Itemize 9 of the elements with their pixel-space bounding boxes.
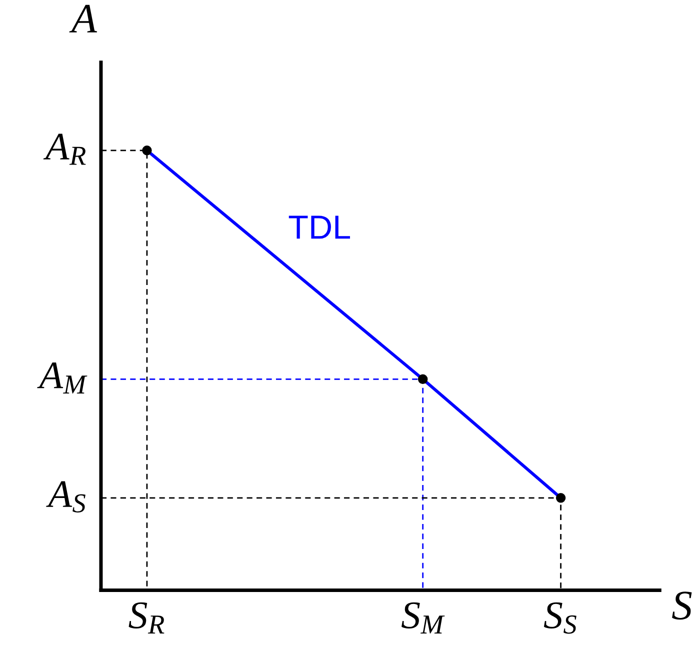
x-axis-title: S	[672, 592, 692, 620]
ref-line-label: A$_{S}$	[46, 481, 86, 513]
ref-line-label: A$_{R}$	[43, 134, 86, 165]
x-tick-label: S$_{R}$	[128, 602, 164, 634]
series-label: TDL	[288, 216, 350, 239]
x-tick-label: S$_{S}$	[544, 602, 576, 634]
x-tick-label: S$_{M}$	[402, 602, 445, 634]
ref-line-label: A$_{M}$	[37, 362, 88, 394]
y-axis-title: A	[69, 4, 98, 32]
